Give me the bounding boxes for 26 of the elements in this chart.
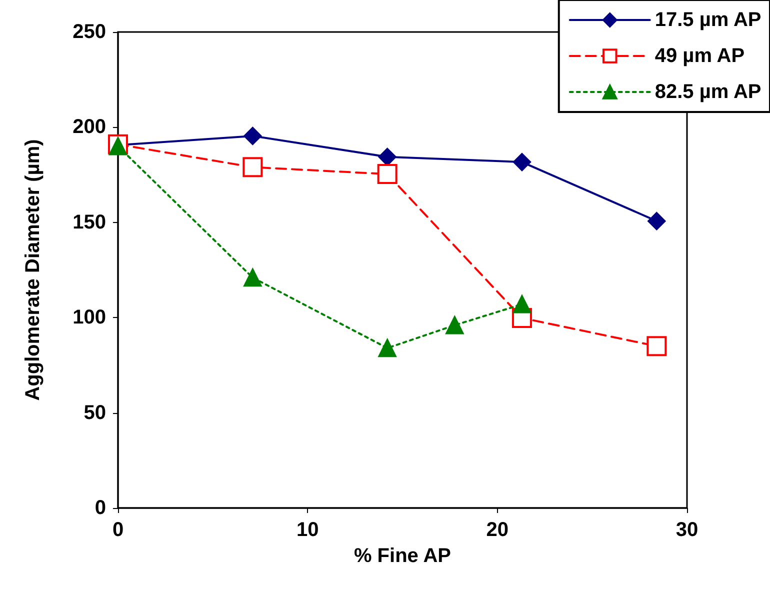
y-tick-label: 0 bbox=[94, 497, 106, 519]
point bbox=[244, 126, 262, 145]
y-axis-title: Agglomerate Diameter (µm) bbox=[22, 139, 44, 401]
y-tick-label: 250 bbox=[72, 21, 106, 43]
point bbox=[512, 153, 531, 172]
x-tick-label: 0 bbox=[112, 519, 124, 541]
point bbox=[648, 212, 666, 230]
point bbox=[512, 295, 531, 314]
point bbox=[244, 268, 262, 287]
point bbox=[446, 316, 464, 334]
point bbox=[378, 339, 396, 358]
y-tick-label: 150 bbox=[72, 211, 106, 234]
x-tick-label: 10 bbox=[296, 519, 319, 541]
point bbox=[377, 164, 398, 184]
point bbox=[242, 157, 263, 178]
y-tick-label: 100 bbox=[72, 306, 106, 329]
x-axis-title: % Fine AP bbox=[354, 545, 452, 567]
point bbox=[378, 148, 396, 166]
y-tick-label: 50 bbox=[84, 402, 106, 424]
point bbox=[646, 336, 667, 356]
x-tick-label: 20 bbox=[486, 519, 508, 541]
y-tick-label: 200 bbox=[72, 116, 106, 138]
legend-label: 17.5 µm AP bbox=[654, 9, 762, 31]
legend-label: 49 µm AP bbox=[654, 45, 745, 67]
legend-label: 82.5 µm AP bbox=[654, 81, 762, 103]
x-tick-label: 30 bbox=[676, 519, 698, 541]
